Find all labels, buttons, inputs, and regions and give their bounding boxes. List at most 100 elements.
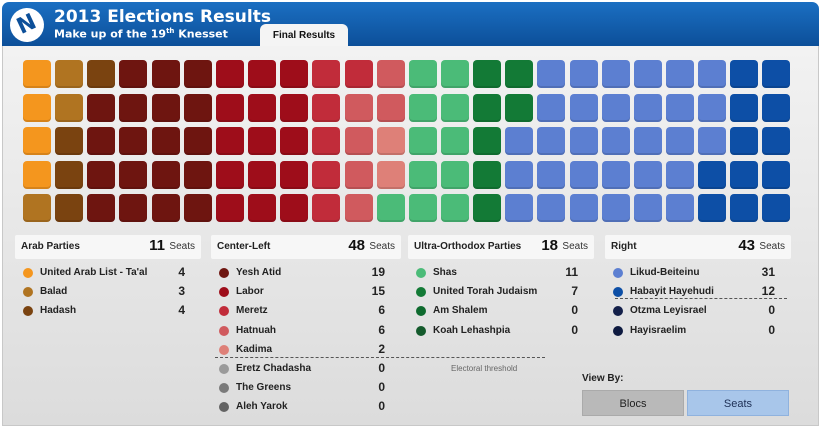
party-row[interactable]: Hayisraelim 0 <box>605 322 791 341</box>
party-row[interactable]: Eretz Chadasha 0 <box>211 360 401 379</box>
seat-square[interactable] <box>376 60 405 88</box>
seat-square[interactable] <box>215 93 244 122</box>
seat-square[interactable] <box>151 127 180 155</box>
seat-square[interactable] <box>55 194 84 222</box>
seat-square[interactable] <box>633 127 662 155</box>
seat-square[interactable] <box>601 127 630 155</box>
seat-square[interactable] <box>569 127 598 155</box>
seat-square[interactable] <box>569 93 598 122</box>
party-row[interactable]: United Torah Judaism 7 <box>408 283 594 302</box>
seat-square[interactable] <box>344 160 373 189</box>
seat-square[interactable] <box>633 160 662 189</box>
seat-square[interactable] <box>344 127 373 155</box>
seat-square[interactable] <box>666 194 694 222</box>
seat-square[interactable] <box>248 160 277 189</box>
seat-square[interactable] <box>666 60 694 88</box>
seat-square[interactable] <box>312 194 341 222</box>
tab-final-results[interactable]: Final Results <box>260 24 348 46</box>
seat-square[interactable] <box>183 127 212 155</box>
seat-square[interactable] <box>55 127 84 155</box>
seat-square[interactable] <box>248 93 277 122</box>
seat-square[interactable] <box>473 194 502 222</box>
seat-square[interactable] <box>344 60 373 88</box>
party-row[interactable]: Habayit Hayehudi 12 <box>605 283 791 302</box>
seat-square[interactable] <box>87 93 116 122</box>
seat-square[interactable] <box>151 194 180 222</box>
party-row[interactable]: Am Shalem 0 <box>408 302 594 321</box>
seat-square[interactable] <box>280 93 309 122</box>
seat-square[interactable] <box>698 60 727 88</box>
seat-square[interactable] <box>762 60 791 88</box>
seat-square[interactable] <box>183 160 212 189</box>
seat-square[interactable] <box>537 194 566 222</box>
seat-square[interactable] <box>215 160 244 189</box>
seat-square[interactable] <box>408 93 437 122</box>
seat-square[interactable] <box>87 127 116 155</box>
seat-square[interactable] <box>730 194 759 222</box>
seat-square[interactable] <box>601 194 630 222</box>
seat-square[interactable] <box>633 194 662 222</box>
seat-square[interactable] <box>183 194 212 222</box>
seat-square[interactable] <box>87 194 116 222</box>
seat-square[interactable] <box>762 194 791 222</box>
seat-square[interactable] <box>312 93 341 122</box>
party-row[interactable]: Yesh Atid 19 <box>211 264 401 283</box>
seat-square[interactable] <box>23 127 51 155</box>
seat-square[interactable] <box>633 60 662 88</box>
seat-square[interactable] <box>730 93 759 122</box>
seat-square[interactable] <box>23 160 51 189</box>
view-by-blocs-button[interactable]: Blocs <box>582 390 684 416</box>
seat-square[interactable] <box>280 160 309 189</box>
view-by-seats-button[interactable]: Seats <box>687 390 789 416</box>
seat-square[interactable] <box>215 127 244 155</box>
seat-square[interactable] <box>666 93 694 122</box>
party-row[interactable]: The Greens 0 <box>211 379 401 398</box>
seat-square[interactable] <box>151 160 180 189</box>
seat-square[interactable] <box>376 160 405 189</box>
party-row[interactable]: Koah Lehashpia 0 <box>408 322 594 341</box>
seat-square[interactable] <box>666 160 694 189</box>
seat-square[interactable] <box>762 160 791 189</box>
seat-square[interactable] <box>601 60 630 88</box>
seat-square[interactable] <box>376 194 405 222</box>
party-row[interactable]: Hadash 4 <box>15 302 201 321</box>
seat-square[interactable] <box>569 160 598 189</box>
seat-square[interactable] <box>698 93 727 122</box>
seat-square[interactable] <box>537 93 566 122</box>
seat-square[interactable] <box>183 60 212 88</box>
party-row[interactable]: Kadima 2 <box>211 341 401 360</box>
seat-square[interactable] <box>633 93 662 122</box>
seat-square[interactable] <box>569 194 598 222</box>
seat-square[interactable] <box>666 127 694 155</box>
seat-square[interactable] <box>376 127 405 155</box>
seat-square[interactable] <box>408 60 437 88</box>
party-row[interactable]: Balad 3 <box>15 283 201 302</box>
seat-square[interactable] <box>87 60 116 88</box>
seat-square[interactable] <box>730 60 759 88</box>
seat-square[interactable] <box>440 60 469 88</box>
seat-square[interactable] <box>730 127 759 155</box>
seat-square[interactable] <box>505 60 534 88</box>
seat-square[interactable] <box>151 60 180 88</box>
seat-square[interactable] <box>408 160 437 189</box>
seat-square[interactable] <box>730 160 759 189</box>
seat-square[interactable] <box>280 194 309 222</box>
seat-square[interactable] <box>473 93 502 122</box>
seat-square[interactable] <box>376 93 405 122</box>
seat-square[interactable] <box>183 93 212 122</box>
party-row[interactable]: Hatnuah 6 <box>211 322 401 341</box>
seat-square[interactable] <box>505 160 534 189</box>
seat-square[interactable] <box>280 60 309 88</box>
seat-square[interactable] <box>440 127 469 155</box>
seat-square[interactable] <box>601 93 630 122</box>
seat-square[interactable] <box>505 194 534 222</box>
seat-square[interactable] <box>698 127 727 155</box>
seat-square[interactable] <box>408 194 437 222</box>
party-row[interactable]: United Arab List - Ta'al 4 <box>15 264 201 283</box>
party-row[interactable]: Aleh Yarok 0 <box>211 398 401 417</box>
seat-square[interactable] <box>55 160 84 189</box>
party-row[interactable]: Shas 11 <box>408 264 594 283</box>
seat-square[interactable] <box>55 60 84 88</box>
seat-square[interactable] <box>537 160 566 189</box>
party-row[interactable]: Labor 15 <box>211 283 401 302</box>
